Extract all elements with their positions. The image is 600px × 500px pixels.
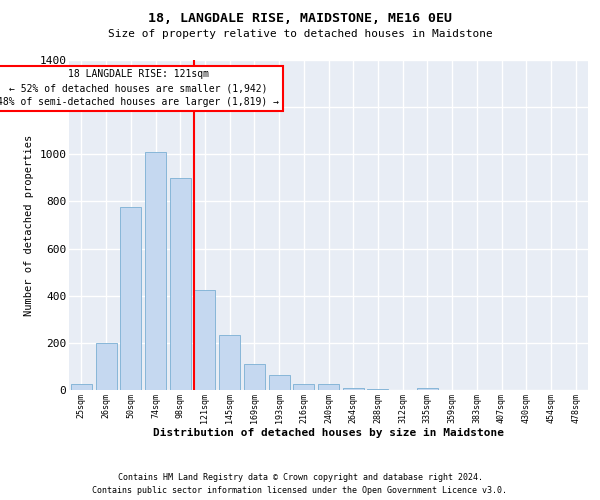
Bar [343, 388, 364, 390]
Bar [219, 334, 240, 390]
Bar [71, 384, 92, 390]
Bar [95, 343, 116, 390]
Text: 18, LANGDALE RISE, MAIDSTONE, ME16 0EU: 18, LANGDALE RISE, MAIDSTONE, ME16 0EU [148, 12, 452, 26]
Bar [417, 388, 438, 390]
Text: Distribution of detached houses by size in Maidstone: Distribution of detached houses by size … [154, 428, 504, 438]
Text: Size of property relative to detached houses in Maidstone: Size of property relative to detached ho… [107, 29, 493, 39]
Bar [293, 384, 314, 390]
Bar [194, 290, 215, 390]
Text: Contains public sector information licensed under the Open Government Licence v3: Contains public sector information licen… [92, 486, 508, 495]
Bar [170, 178, 191, 390]
Bar [244, 364, 265, 390]
Bar [120, 208, 141, 390]
Y-axis label: Number of detached properties: Number of detached properties [23, 134, 34, 316]
Bar [269, 374, 290, 390]
Bar [367, 389, 388, 390]
Bar [318, 384, 339, 390]
Bar [145, 152, 166, 390]
Text: 18 LANGDALE RISE: 121sqm
← 52% of detached houses are smaller (1,942)
48% of sem: 18 LANGDALE RISE: 121sqm ← 52% of detach… [0, 70, 279, 108]
Text: Contains HM Land Registry data © Crown copyright and database right 2024.: Contains HM Land Registry data © Crown c… [118, 472, 482, 482]
